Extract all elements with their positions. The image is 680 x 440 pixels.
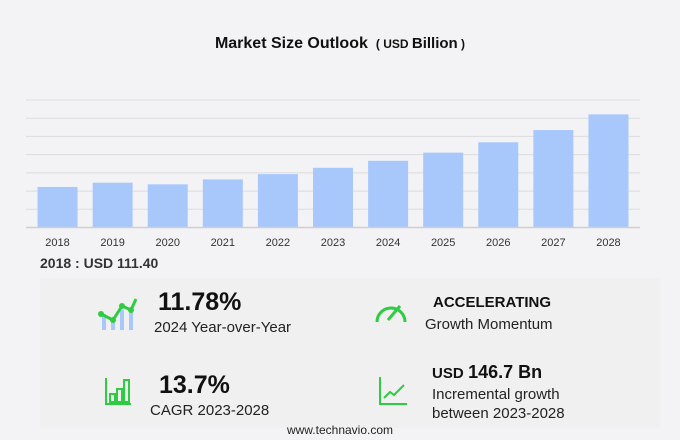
incremental-prefix: USD	[432, 365, 464, 382]
incremental-label-2: between 2023-2028	[432, 405, 565, 422]
bar-chart: 2018 2019 2020 2021 2022 2023 2024 2025 2026 2027…	[26, 99, 640, 249]
bar-2024	[368, 160, 409, 228]
x-tick-label: 2026	[486, 237, 510, 249]
bar-2018	[37, 186, 78, 228]
x-tick-label: 2021	[211, 237, 235, 249]
yoy-label: 2024 Year-over-Year	[154, 319, 292, 336]
x-tick-label: 2018	[45, 237, 69, 249]
bar-2020	[147, 184, 188, 228]
yoy-value: 11.78%	[158, 288, 242, 316]
cagr-chart-icon	[105, 378, 131, 405]
unit-text: Billion	[411, 35, 458, 52]
yoy-chart-icon	[98, 298, 138, 330]
bar-2021	[202, 179, 243, 228]
momentum-value: ACCELERATING	[433, 294, 552, 311]
bar-2022	[257, 174, 298, 228]
footer-url: www.technavio.com	[286, 423, 394, 437]
stats-panel: 11.78% 2024 Year-over-Year ACCELERATING …	[40, 278, 660, 428]
x-tick-label: 2022	[266, 237, 290, 249]
bar-2028	[588, 114, 629, 228]
cagr-label: CAGR 2023-2028	[150, 402, 270, 419]
incremental-label-1: Incremental growth	[432, 386, 560, 403]
bar-2019	[92, 182, 133, 228]
x-tick-label: 2020	[155, 237, 179, 249]
bar-2023	[313, 167, 353, 228]
x-tick-label: 2023	[321, 237, 345, 249]
x-tick-label: 2028	[596, 237, 620, 249]
growth-line-icon	[379, 377, 407, 405]
bar-2026	[478, 142, 519, 228]
bar-2027	[533, 130, 574, 228]
speedometer-icon	[375, 305, 407, 323]
chart-title: Market Size Outlook ( USD Billion )	[0, 35, 680, 53]
incremental-value: USD 146.7 Bn	[432, 362, 542, 383]
x-tick-label: 2019	[100, 237, 124, 249]
title-text: Market Size Outlook	[214, 35, 368, 52]
base-year-value: 2018 : USD 111.40	[40, 255, 159, 271]
cagr-value: 13.7%	[159, 371, 230, 399]
x-tick-label: 2024	[376, 237, 400, 249]
x-tick-label: 2027	[541, 237, 565, 249]
unit-label: ( USD Billion )	[375, 35, 466, 52]
unit-prefix: USD	[383, 37, 409, 51]
x-tick-label: 2025	[431, 237, 455, 249]
incremental-amount: 146.7 Bn	[468, 362, 543, 382]
bar-2025	[423, 152, 464, 228]
momentum-label: Growth Momentum	[425, 316, 553, 333]
